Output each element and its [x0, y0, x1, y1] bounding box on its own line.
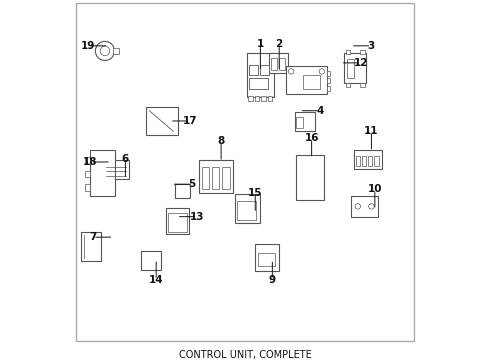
Bar	[346, 83, 350, 87]
Bar	[255, 96, 259, 101]
Text: 3: 3	[368, 41, 375, 51]
Circle shape	[368, 204, 374, 209]
Text: 6: 6	[122, 154, 129, 163]
Bar	[199, 160, 233, 193]
Bar	[361, 50, 365, 54]
Circle shape	[289, 69, 294, 74]
Bar	[249, 78, 268, 89]
Bar	[327, 78, 330, 84]
Text: 19: 19	[81, 41, 95, 51]
Bar	[346, 50, 350, 54]
Text: 12: 12	[354, 58, 368, 68]
Text: 9: 9	[269, 275, 276, 285]
Bar	[168, 213, 187, 232]
Text: 1: 1	[257, 39, 264, 49]
Bar	[296, 155, 323, 199]
Bar	[212, 167, 220, 189]
Bar	[146, 107, 178, 135]
Bar	[268, 96, 272, 101]
Bar	[81, 232, 101, 261]
Bar	[103, 160, 129, 179]
Bar	[286, 66, 327, 94]
Bar	[258, 252, 275, 266]
Circle shape	[319, 69, 324, 74]
Bar	[296, 117, 303, 129]
Bar	[374, 156, 379, 166]
Bar	[261, 96, 266, 101]
Bar	[368, 156, 372, 166]
Bar	[235, 194, 260, 224]
Bar	[255, 244, 279, 271]
Text: 2: 2	[275, 39, 283, 49]
Text: 4: 4	[317, 106, 324, 116]
Bar	[141, 251, 161, 270]
Circle shape	[96, 41, 115, 60]
Bar	[85, 171, 90, 177]
Bar	[175, 184, 190, 198]
Bar	[222, 167, 230, 189]
Bar	[85, 157, 90, 164]
Text: 16: 16	[304, 133, 319, 143]
Circle shape	[355, 204, 361, 209]
Bar	[270, 58, 277, 70]
Bar	[327, 71, 330, 76]
Text: 13: 13	[190, 212, 204, 222]
Bar	[279, 58, 285, 70]
Bar	[90, 150, 115, 196]
Bar	[347, 59, 354, 78]
Bar	[85, 184, 90, 191]
Text: CONTROL UNIT, COMPLETE: CONTROL UNIT, COMPLETE	[179, 350, 311, 360]
Bar	[246, 53, 274, 97]
Bar	[354, 150, 382, 169]
Bar	[362, 156, 367, 166]
Bar	[167, 208, 189, 234]
Text: 14: 14	[149, 275, 164, 285]
Text: 8: 8	[218, 136, 225, 147]
Text: 17: 17	[183, 116, 197, 126]
Text: 7: 7	[89, 232, 97, 242]
Bar	[201, 167, 209, 189]
Bar	[248, 96, 253, 101]
Bar	[351, 196, 378, 217]
Bar	[269, 53, 288, 73]
Bar	[303, 75, 320, 89]
Bar	[361, 83, 365, 87]
Bar	[327, 86, 330, 91]
Bar	[249, 64, 258, 75]
Text: 11: 11	[364, 126, 379, 136]
Bar	[344, 53, 367, 84]
Text: 15: 15	[248, 188, 263, 198]
Bar	[113, 48, 119, 54]
Bar	[356, 156, 360, 166]
Bar	[238, 201, 256, 220]
Circle shape	[100, 46, 110, 56]
Text: 18: 18	[83, 157, 98, 167]
Bar	[294, 112, 315, 131]
Bar	[260, 64, 269, 75]
Text: 5: 5	[189, 179, 196, 189]
Text: 10: 10	[368, 184, 382, 194]
